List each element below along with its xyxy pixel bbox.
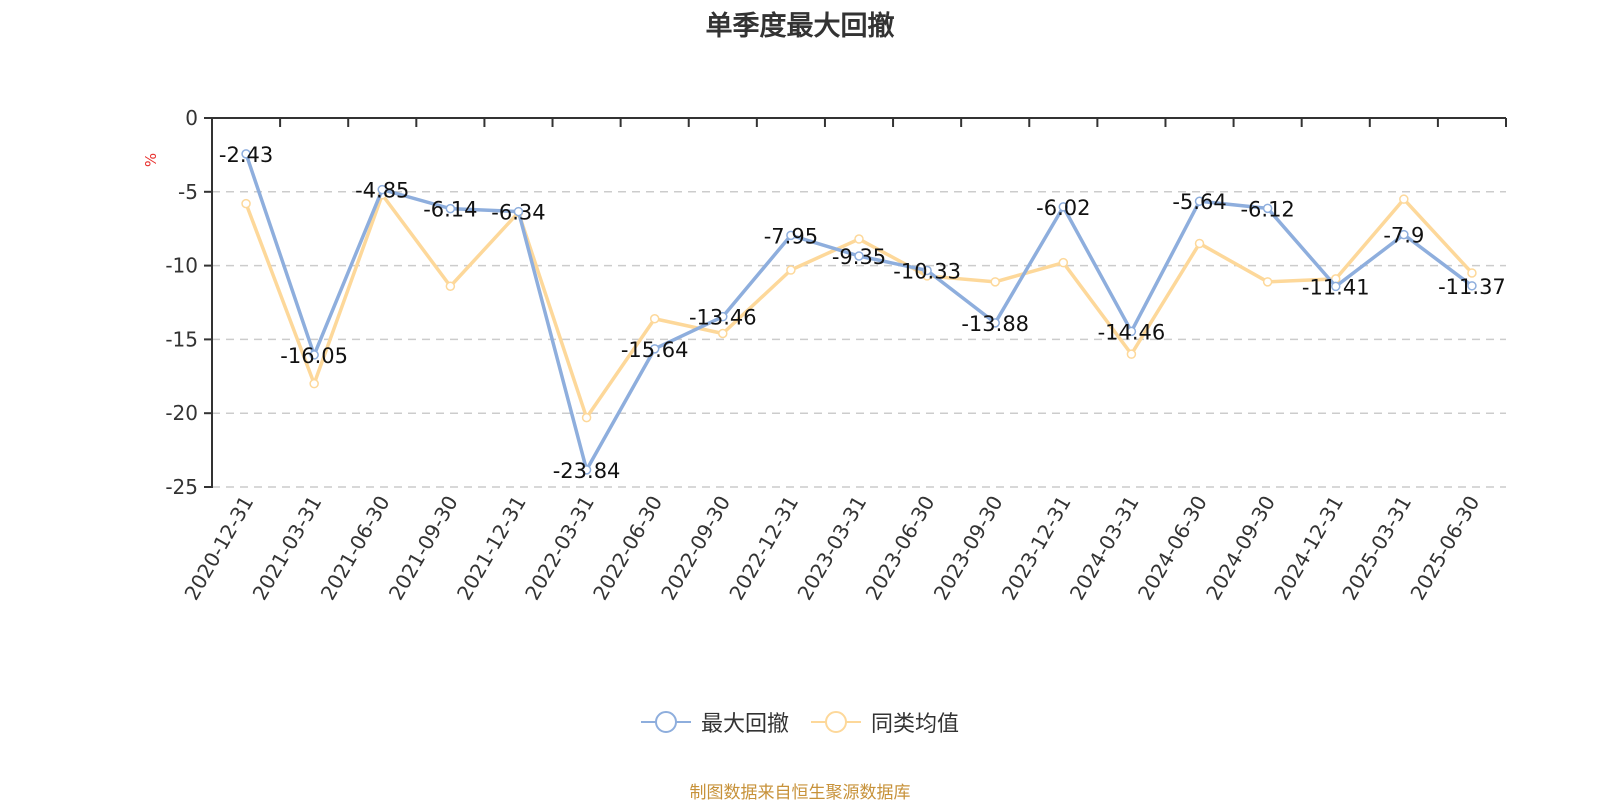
data-label: -5.64 — [1172, 190, 1226, 214]
data-label: -10.33 — [893, 259, 961, 283]
data-point[interactable] — [377, 184, 388, 195]
data-label: -11.37 — [1438, 275, 1506, 299]
data-point[interactable] — [581, 412, 592, 423]
data-point[interactable] — [1126, 326, 1137, 337]
legend-line-circle-icon — [640, 711, 691, 733]
y-axis-unit: % — [142, 153, 160, 167]
data-label: -6.14 — [423, 198, 477, 222]
data-point[interactable] — [309, 378, 319, 389]
data-label: -13.88 — [961, 312, 1029, 336]
data-point[interactable] — [854, 234, 864, 244]
data-label: -13.46 — [689, 306, 757, 330]
data-point[interactable] — [718, 328, 728, 339]
data-point[interactable] — [1126, 349, 1137, 359]
legend-label: 最大回撤 — [700, 712, 789, 737]
data-point[interactable] — [1058, 257, 1069, 268]
data-label: -2.43 — [219, 143, 273, 167]
data-point[interactable] — [1467, 268, 1477, 278]
data-point[interactable] — [786, 265, 796, 275]
data-point[interactable] — [1330, 281, 1341, 292]
data-label: -4.85 — [355, 179, 409, 203]
data-point[interactable] — [649, 344, 660, 354]
data-labels: -2.43-16.05-4.85-6.14 -6.34-23.84-15.64-1… — [219, 143, 1506, 483]
series-layer — [241, 149, 1477, 475]
data-point[interactable] — [445, 281, 456, 292]
data-point[interactable] — [1262, 277, 1273, 287]
data-label: -6.34 — [491, 201, 545, 225]
x-tick-label: 2022-06-30 — [588, 492, 667, 605]
data-point[interactable] — [581, 465, 592, 475]
y-tick-label: -20 — [165, 401, 198, 425]
x-tick-label: 2024-09-30 — [1201, 492, 1280, 605]
data-point[interactable] — [718, 311, 728, 322]
data-point[interactable] — [786, 230, 796, 241]
data-label: -11.41 — [1302, 275, 1370, 299]
y-tick-label: -25 — [165, 475, 198, 499]
x-tick-label: 2021-06-30 — [316, 492, 395, 605]
data-label: -14.46 — [1098, 320, 1166, 344]
source-note: 制图数据来自恒生聚源数据库 — [689, 783, 911, 803]
data-point[interactable] — [513, 206, 524, 217]
data-point[interactable] — [922, 265, 932, 276]
legend: 最大回撤 同类均值 — [0, 706, 1600, 738]
data-point[interactable] — [1058, 202, 1069, 212]
data-point[interactable] — [1194, 238, 1205, 249]
x-tick-label: 2023-03-31 — [792, 492, 871, 605]
x-tick-label: 2024-12-31 — [1269, 492, 1348, 605]
data-point[interactable] — [1399, 229, 1409, 240]
data-label: -15.64 — [621, 338, 689, 362]
y-tick-label: -10 — [165, 254, 198, 278]
x-tick-label: 2021-03-31 — [248, 492, 327, 605]
x-tick-label: 2023-09-30 — [929, 491, 1008, 604]
data-point[interactable] — [1262, 203, 1273, 214]
data-point[interactable] — [1194, 196, 1205, 206]
y-tick-label: -5 — [178, 180, 198, 204]
peer-average-line — [244, 193, 1474, 420]
data-point[interactable] — [309, 350, 319, 360]
data-point[interactable] — [241, 198, 251, 209]
legend-item-max-drawdown[interactable]: 最大回撤 — [640, 706, 789, 738]
data-point[interactable] — [649, 313, 660, 324]
x-tick-label: 2020-12-31 — [179, 492, 258, 605]
data-point[interactable] — [990, 277, 1000, 287]
legend-item-peer-average[interactable]: 同类均值 — [811, 706, 959, 738]
data-point[interactable] — [990, 318, 1000, 328]
data-point[interactable] — [1467, 281, 1477, 291]
x-tick-label: 2025-03-31 — [1337, 492, 1416, 605]
data-label: -16.05 — [280, 344, 348, 368]
y-tick-label: 0 — [185, 106, 198, 130]
x-tick-label: 2021-12-31 — [452, 492, 531, 605]
data-point[interactable] — [1399, 194, 1409, 204]
data-label: -6.02 — [1036, 196, 1090, 220]
data-label: -7.95 — [764, 224, 818, 248]
x-tick-label: 2022-12-31 — [724, 492, 803, 605]
data-label: -7.9 — [1383, 224, 1424, 248]
data-point[interactable] — [241, 149, 251, 159]
x-tick-label: 2022-09-30 — [656, 492, 735, 605]
legend-line-circle-icon — [811, 711, 861, 733]
x-tick-label: 2025-06-30 — [1405, 492, 1484, 605]
grid-lines — [212, 191, 1506, 488]
x-tick-label: 2023-12-31 — [997, 492, 1076, 605]
x-tick-label: 2023-06-30 — [861, 491, 940, 604]
data-label: -6.12 — [1240, 197, 1294, 221]
legend-label: 同类均值 — [871, 712, 960, 737]
data-point[interactable] — [445, 203, 456, 214]
x-tick-label: 2021-09-30 — [384, 492, 463, 605]
x-tick-label: 2024-03-31 — [1065, 492, 1144, 605]
y-tick-label: -15 — [165, 327, 198, 351]
data-label: -9.35 — [832, 245, 886, 269]
line-chart: 0-5-10-15-20-25%2020-12-312021-03-312021… — [142, 106, 1507, 605]
data-point[interactable] — [854, 251, 864, 261]
x-tick-label: 2022-03-31 — [520, 492, 599, 605]
data-label: -23.84 — [553, 459, 621, 483]
x-tick-label: 2024-06-30 — [1133, 492, 1212, 605]
chart-title: 单季度最大回撤 — [705, 11, 895, 42]
